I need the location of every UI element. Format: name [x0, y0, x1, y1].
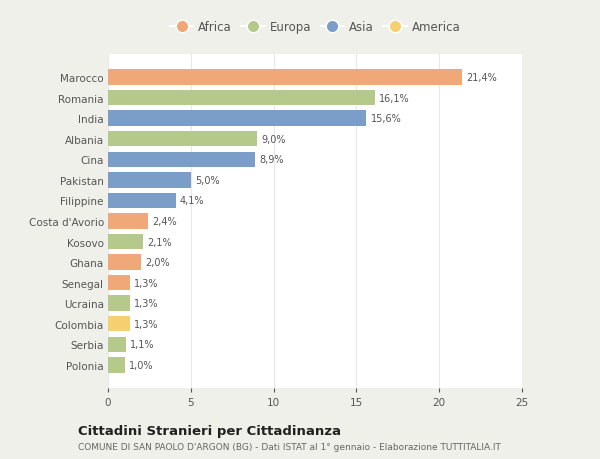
Text: 2,0%: 2,0% — [145, 257, 170, 268]
Bar — [108, 255, 141, 270]
Bar — [108, 358, 125, 373]
Text: COMUNE DI SAN PAOLO D'ARGON (BG) - Dati ISTAT al 1° gennaio - Elaborazione TUTTI: COMUNE DI SAN PAOLO D'ARGON (BG) - Dati … — [78, 442, 501, 451]
Text: 21,4%: 21,4% — [467, 73, 497, 83]
Text: 9,0%: 9,0% — [261, 134, 286, 145]
Bar — [108, 70, 463, 85]
Text: 4,1%: 4,1% — [180, 196, 205, 206]
Bar — [108, 91, 374, 106]
Bar — [108, 132, 257, 147]
Bar — [108, 193, 176, 209]
Bar — [108, 214, 148, 229]
Text: 5,0%: 5,0% — [195, 175, 220, 185]
Bar — [108, 316, 130, 332]
Text: 1,3%: 1,3% — [134, 298, 158, 308]
Bar — [108, 234, 143, 250]
Legend: Africa, Europa, Asia, America: Africa, Europa, Asia, America — [166, 18, 464, 38]
Text: 1,1%: 1,1% — [130, 340, 155, 349]
Bar — [108, 296, 130, 311]
Text: 15,6%: 15,6% — [370, 114, 401, 124]
Text: 1,0%: 1,0% — [128, 360, 153, 370]
Bar — [108, 173, 191, 188]
Bar — [108, 152, 256, 168]
Bar — [108, 275, 130, 291]
Text: 1,3%: 1,3% — [134, 319, 158, 329]
Text: 8,9%: 8,9% — [260, 155, 284, 165]
Text: 16,1%: 16,1% — [379, 94, 409, 103]
Text: 1,3%: 1,3% — [134, 278, 158, 288]
Text: 2,4%: 2,4% — [152, 217, 176, 226]
Text: Cittadini Stranieri per Cittadinanza: Cittadini Stranieri per Cittadinanza — [78, 425, 341, 437]
Bar — [108, 337, 126, 352]
Text: 2,1%: 2,1% — [147, 237, 172, 247]
Bar — [108, 111, 367, 127]
